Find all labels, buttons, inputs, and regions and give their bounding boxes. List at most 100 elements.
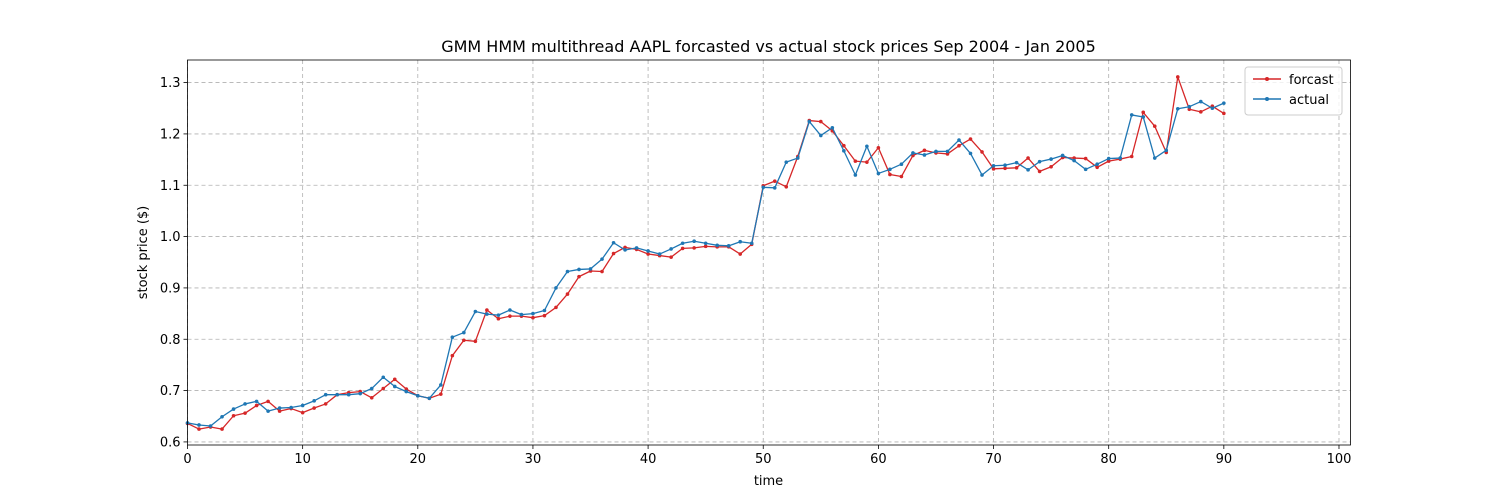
data-point-actual — [784, 160, 789, 164]
series-actual — [185, 99, 1226, 428]
legend-marker-actual — [1265, 97, 1269, 101]
x-tick-label: 50 — [755, 452, 772, 467]
y-tick-label: 0.6 — [160, 435, 181, 450]
data-point-forcast — [231, 413, 236, 418]
data-point-actual — [554, 286, 558, 290]
data-point-actual — [1026, 168, 1030, 172]
legend: forcast actual — [1244, 66, 1343, 116]
data-point-actual — [819, 133, 823, 138]
axis-ticks: 0 10 20 30 40 50 60 70 80 90 100 0.6 0.7 0.8 0.9 1.0 1.1… — [160, 76, 1352, 467]
data-point-forcast — [381, 386, 386, 391]
data-point-actual — [346, 392, 351, 397]
data-point-forcast — [1014, 166, 1019, 170]
data-point-forcast — [542, 313, 547, 318]
data-point-forcast — [473, 339, 478, 344]
data-point-actual — [772, 186, 777, 190]
data-point-actual — [1187, 104, 1192, 109]
x-tick-label: 30 — [525, 452, 542, 467]
data-point-forcast — [404, 387, 409, 391]
x-tick-label: 10 — [294, 452, 311, 467]
data-point-forcast — [300, 410, 305, 415]
data-point-forcast — [945, 152, 950, 156]
data-point-actual — [381, 375, 386, 380]
data-point-actual — [1095, 162, 1099, 167]
data-point-actual — [462, 330, 466, 335]
series-layer — [185, 75, 1226, 431]
y-tick-label: 1.2 — [160, 127, 181, 142]
data-point-forcast — [600, 269, 604, 274]
plot-frame — [187, 59, 1351, 446]
legend-label-actual: actual — [1289, 93, 1329, 108]
data-point-forcast — [623, 245, 627, 250]
data-point-actual — [416, 393, 420, 398]
data-point-actual — [715, 243, 719, 248]
data-point-actual — [392, 384, 397, 389]
data-point-forcast — [277, 409, 282, 413]
data-point-actual — [646, 249, 650, 253]
data-point-actual — [1014, 160, 1019, 165]
data-point-actual — [911, 151, 915, 155]
data-point-actual — [358, 391, 363, 396]
data-point-forcast — [312, 406, 316, 410]
data-point-actual — [542, 308, 547, 313]
data-point-forcast — [611, 251, 616, 256]
data-point-forcast — [1049, 164, 1053, 169]
data-point-forcast — [1026, 156, 1030, 160]
data-point-actual — [243, 402, 247, 406]
data-point-actual — [1222, 101, 1226, 105]
data-point-forcast — [392, 377, 397, 382]
data-point-forcast — [692, 246, 696, 250]
data-point-actual — [1072, 158, 1076, 163]
data-point-actual — [473, 309, 478, 314]
legend-label-forcast: forcast — [1289, 73, 1334, 88]
data-point-actual — [623, 248, 627, 252]
data-point-actual — [508, 308, 512, 312]
data-point-actual — [611, 240, 616, 245]
data-point-actual — [1037, 159, 1042, 164]
data-point-forcast — [703, 244, 708, 249]
data-point-forcast — [496, 316, 501, 321]
data-point-forcast — [980, 150, 984, 154]
data-point-forcast — [772, 179, 777, 183]
data-point-actual — [957, 138, 961, 142]
x-tick-label: 60 — [870, 452, 887, 467]
data-point-forcast — [899, 174, 904, 179]
x-axis-label: time — [754, 474, 783, 489]
data-point-forcast — [266, 399, 270, 404]
data-point-actual — [404, 389, 409, 394]
data-point-forcast — [738, 252, 743, 256]
series-forcast — [185, 75, 1226, 431]
data-point-actual — [830, 125, 835, 130]
data-point-actual — [738, 239, 743, 244]
data-point-forcast — [865, 160, 869, 164]
x-tick-label: 70 — [985, 452, 1002, 467]
data-point-actual — [865, 144, 869, 149]
data-point-forcast — [922, 148, 927, 153]
x-tick-label: 80 — [1100, 452, 1117, 467]
x-tick-label: 0 — [183, 452, 191, 467]
data-point-forcast — [462, 338, 466, 343]
data-point-forcast — [1199, 110, 1203, 114]
data-point-actual — [323, 392, 328, 397]
data-point-actual — [657, 252, 662, 256]
data-point-actual — [588, 267, 593, 271]
data-point-actual — [807, 119, 812, 124]
data-point-actual — [1141, 115, 1146, 119]
data-point-forcast — [1152, 124, 1157, 129]
data-point-forcast — [1129, 154, 1134, 159]
data-point-actual — [266, 409, 270, 413]
y-tick-label: 0.9 — [160, 281, 181, 296]
data-point-actual — [485, 312, 489, 316]
data-point-forcast — [853, 159, 858, 163]
data-point-actual — [1060, 153, 1065, 158]
data-point-forcast — [243, 411, 247, 415]
data-point-forcast — [439, 392, 443, 396]
data-point-actual — [197, 423, 201, 427]
data-point-actual — [876, 171, 881, 176]
data-point-actual — [795, 156, 800, 160]
y-tick-label: 0.8 — [160, 333, 181, 348]
data-point-actual — [335, 392, 339, 397]
data-point-forcast — [577, 274, 581, 279]
data-point-actual — [1129, 113, 1134, 117]
